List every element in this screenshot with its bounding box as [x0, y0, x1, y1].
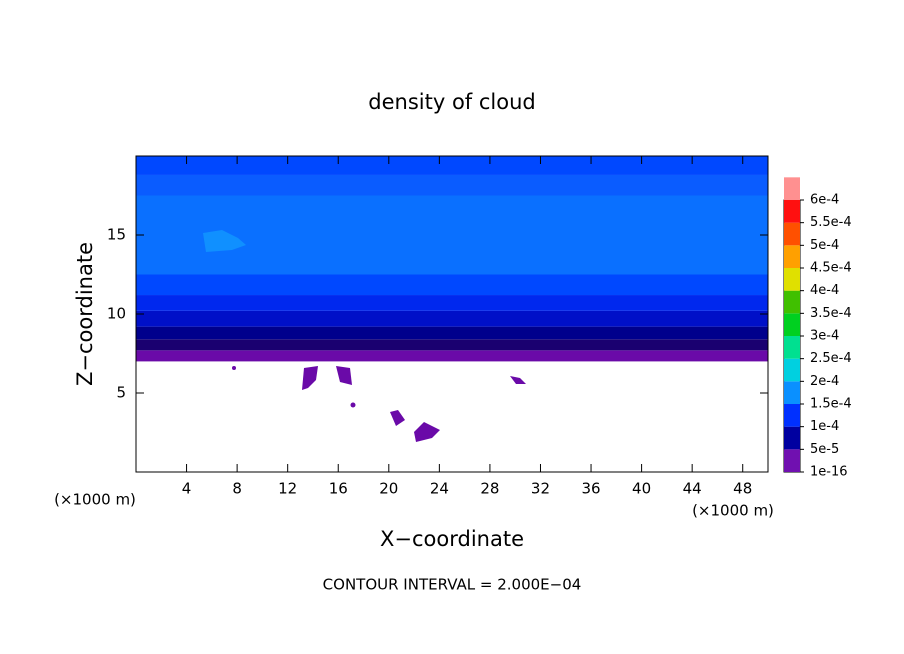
- x-tick-label: 20: [379, 480, 398, 498]
- colorbar-label: 3e-4: [810, 329, 839, 344]
- colorbar-swatch: [784, 336, 800, 359]
- contour-band: [136, 326, 768, 340]
- x-axis-label: X−coordinate: [380, 527, 524, 551]
- x-tick-label: 40: [632, 480, 651, 498]
- contour-band: [136, 310, 768, 327]
- colorbar-swatch: [784, 177, 800, 200]
- contour-band: [136, 174, 768, 196]
- patch: [232, 366, 236, 370]
- x-tick-label: 32: [531, 480, 550, 498]
- x-tick-label: 44: [683, 480, 702, 498]
- colorbar-label: 3.5e-4: [810, 306, 852, 321]
- colorbar-swatch: [784, 381, 800, 404]
- contour-band: [136, 295, 768, 311]
- y-tick-label: 5: [116, 384, 126, 402]
- y-tick-label: 15: [107, 226, 126, 244]
- colorbar-swatch: [784, 268, 800, 291]
- colorbar-label: 1e-16: [810, 465, 848, 480]
- patch: [336, 366, 352, 385]
- colorbar-label: 4e-4: [810, 283, 839, 298]
- patch: [302, 366, 318, 390]
- colorbar-swatch: [784, 200, 800, 223]
- patch: [390, 410, 405, 426]
- x-tick-label: 8: [232, 480, 242, 498]
- x-tick-label: 16: [329, 480, 348, 498]
- x-tick-label: 28: [480, 480, 499, 498]
- contour-field: [136, 156, 768, 362]
- colorbar-label: 5e-5: [810, 442, 839, 457]
- colorbar-swatch: [784, 449, 800, 472]
- contour-band: [136, 274, 768, 296]
- colorbar-swatch: [784, 313, 800, 336]
- x-tick-label: 36: [581, 480, 600, 498]
- colorbar-label: 4.5e-4: [810, 261, 852, 276]
- colorbar-swatch: [784, 290, 800, 314]
- patch: [203, 230, 246, 252]
- contour-band: [136, 339, 768, 351]
- colorbar-swatch: [784, 358, 800, 382]
- patch: [350, 402, 356, 408]
- x-tick-label: 4: [182, 480, 192, 498]
- y-unit-label: (×1000 m): [54, 491, 136, 509]
- cloud-patches: [232, 366, 526, 442]
- contour-band: [136, 350, 768, 362]
- chart-title: density of cloud: [368, 90, 535, 114]
- patch: [510, 376, 526, 384]
- colorbar-label: 6e-4: [810, 193, 839, 208]
- y-axis-label: Z−coordinate: [73, 242, 97, 386]
- colorbar-swatch: [784, 404, 800, 427]
- x-tick-label: 48: [733, 480, 752, 498]
- patch: [414, 422, 440, 442]
- colorbar-label: 1.5e-4: [810, 397, 852, 412]
- contour-band: [136, 195, 768, 275]
- colorbar-swatch: [784, 426, 800, 450]
- contour-band: [136, 156, 768, 175]
- colorbar-label: 1e-4: [810, 419, 839, 434]
- colorbar-label: 2.5e-4: [810, 351, 852, 366]
- colorbar-swatch: [784, 245, 800, 268]
- x-tick-label: 12: [278, 480, 297, 498]
- x-unit-label: (×1000 m): [692, 502, 774, 520]
- colorbar-label: 5.5e-4: [810, 215, 852, 230]
- colorbar-swatch: [784, 222, 800, 246]
- footnote: CONTOUR INTERVAL = 2.000E−04: [323, 576, 582, 594]
- y-tick-label: 10: [107, 305, 126, 323]
- colorbar-label: 5e-4: [810, 238, 839, 253]
- colorbar-label: 2e-4: [810, 374, 839, 389]
- x-tick-label: 24: [430, 480, 449, 498]
